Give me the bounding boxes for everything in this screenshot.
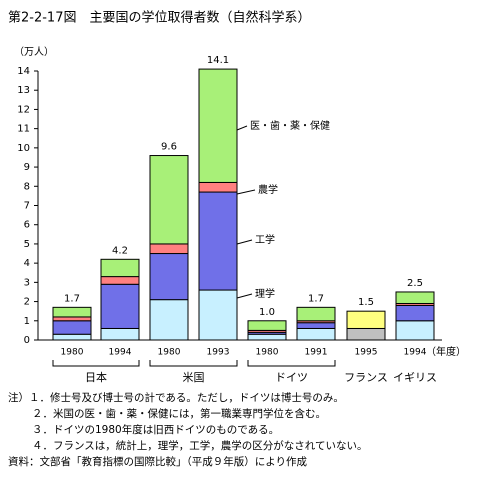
y-tick-label: 11	[17, 124, 30, 135]
note: ２．米国の医・歯・薬・保健には，第一職業専門学位を含む。	[32, 407, 326, 420]
chart-title: 第2-2-17図 主要国の学位取得者数（自然科学系）	[8, 10, 310, 26]
total-label: 4.2	[112, 245, 128, 256]
bar-segment	[100, 283, 140, 329]
bar-segment	[52, 316, 92, 322]
total-label: 2.5	[407, 278, 423, 289]
series-label: 工学	[255, 233, 275, 246]
leader-line	[236, 125, 248, 131]
bar-segment	[198, 181, 238, 193]
bar-segment	[346, 310, 386, 329]
bar-segment	[296, 327, 336, 341]
total-label: 1.5	[358, 297, 374, 308]
bar-segment	[346, 327, 386, 341]
group-bracket	[247, 360, 336, 367]
group-label: イギリス	[393, 371, 437, 384]
x-tick-label: 1994	[404, 348, 427, 358]
y-unit: （万人）	[14, 46, 54, 58]
series-label: 理学	[255, 287, 275, 300]
y-tick-label: 5	[24, 239, 30, 250]
bar-segment	[247, 320, 287, 331]
bar-segment	[100, 327, 140, 341]
bar-segment	[149, 155, 189, 245]
y-tick-label: 4	[24, 258, 30, 269]
total-label: 1.7	[308, 293, 324, 304]
total-label: 1.0	[259, 307, 275, 318]
total-label: 9.6	[161, 142, 177, 153]
bar-segment	[395, 304, 435, 322]
x-tick-label: 1993	[207, 348, 230, 358]
y-tick-label: 7	[24, 201, 30, 212]
x-tick-label: 1980	[158, 348, 181, 358]
bar-segment	[52, 306, 92, 318]
bar-segment	[296, 322, 336, 329]
bar-segment	[247, 333, 287, 341]
y-tick-label: 6	[24, 220, 30, 231]
bar-segment	[198, 289, 238, 341]
bar-segment	[296, 306, 336, 322]
y-tick-label: 12	[17, 104, 30, 115]
group-bracket	[149, 360, 238, 367]
x-tick-label: 1991	[305, 348, 328, 358]
series-label: 医・歯・薬・保健	[250, 119, 330, 132]
leader-line	[236, 239, 253, 245]
bar-segment	[198, 68, 238, 183]
bar-segment	[149, 299, 189, 341]
group-label: フランス	[344, 371, 388, 384]
series-label: 農学	[258, 183, 278, 196]
leader-line	[236, 189, 256, 195]
x-tick-label: 1994	[109, 348, 132, 358]
bar-segment	[198, 191, 238, 291]
total-label: 14.1	[207, 55, 229, 66]
y-tick-label: 2	[24, 297, 30, 308]
x-tick-label: 1980	[256, 348, 279, 358]
x-unit: （年度）	[426, 345, 466, 358]
bar-segment	[52, 320, 92, 335]
bar-segment	[149, 253, 189, 301]
group-label: ドイツ	[275, 371, 308, 384]
bar-segment	[149, 243, 189, 255]
y-tick-label: 3	[24, 277, 30, 288]
bar-segment	[100, 276, 140, 285]
note: ４．フランスは，統計上，理学，工学，農学の区分がなされていない。	[32, 439, 367, 452]
y-tick-label: 9	[24, 162, 30, 173]
note: 注）１．修士号及び博士号の計である。ただし，ドイツは博士号のみ。	[8, 391, 344, 404]
group-label: 日本	[85, 370, 107, 384]
group-label: 米国	[183, 371, 205, 384]
bar-segment	[395, 291, 435, 304]
bar-segment	[52, 333, 92, 341]
x-tick-label: 1980	[61, 348, 84, 358]
bar-segment	[100, 258, 140, 278]
x-tick-label: 1995	[355, 348, 378, 358]
bar-segment	[395, 320, 435, 341]
note: 資料：文部省「教育指標の国際比較」（平成９年版）により作成	[8, 455, 308, 468]
note: ３．ドイツの1980年度は旧西ドイツのものである。	[32, 423, 279, 436]
y-tick-label: 1	[24, 316, 30, 327]
y-tick-label: 14	[17, 66, 30, 77]
y-tick-label: 8	[24, 181, 30, 192]
total-label: 1.7	[64, 293, 80, 304]
leader-line	[236, 293, 253, 299]
y-tick-label: 0	[24, 335, 30, 346]
y-tick-label: 13	[17, 85, 30, 96]
y-tick-label: 10	[17, 143, 30, 154]
group-bracket	[52, 360, 140, 367]
